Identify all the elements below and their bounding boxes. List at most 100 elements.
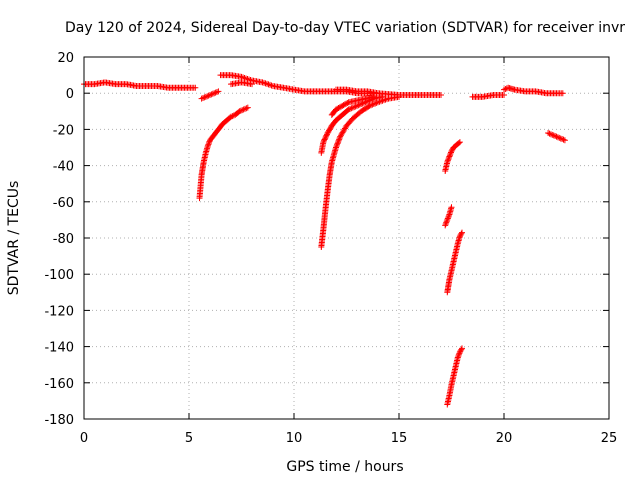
data-point bbox=[209, 90, 216, 97]
data-point bbox=[267, 81, 273, 88]
y-tick-label: -100 bbox=[44, 268, 74, 283]
data-point bbox=[348, 105, 355, 112]
data-point bbox=[242, 105, 248, 112]
data-point bbox=[204, 142, 211, 149]
data-points bbox=[81, 72, 568, 408]
data-point bbox=[501, 92, 507, 99]
data-point bbox=[368, 102, 374, 109]
data-point bbox=[228, 113, 234, 120]
data-point bbox=[447, 149, 454, 156]
data-point bbox=[444, 157, 451, 164]
axis-ticks: 0 5 10 15 20 25 20 0 -20 -40 -60 -80 -100 -120 -140 -16… bbox=[44, 51, 617, 446]
data-point bbox=[443, 218, 450, 225]
data-point bbox=[336, 104, 343, 111]
data-point bbox=[561, 137, 568, 144]
data-point bbox=[322, 133, 329, 140]
data-point bbox=[239, 107, 246, 114]
data-point bbox=[458, 346, 465, 353]
data-point bbox=[259, 79, 266, 86]
x-tick-label: 20 bbox=[496, 431, 513, 446]
data-point bbox=[369, 101, 376, 108]
data-point bbox=[240, 74, 246, 81]
data-point bbox=[445, 212, 452, 219]
data-point bbox=[323, 132, 330, 139]
data-point bbox=[204, 93, 211, 100]
data-point bbox=[459, 229, 465, 236]
data-point bbox=[333, 106, 339, 113]
y-tick-label: -120 bbox=[44, 304, 74, 319]
data-point bbox=[396, 93, 402, 100]
data-point bbox=[344, 99, 351, 106]
y-tick-label: 20 bbox=[57, 51, 74, 66]
data-point bbox=[545, 130, 552, 137]
data-point bbox=[243, 105, 250, 112]
y-tick-label: 0 bbox=[66, 87, 74, 102]
data-point bbox=[351, 104, 358, 111]
data-point bbox=[556, 134, 563, 141]
data-point bbox=[355, 102, 362, 109]
y-tick-label: -80 bbox=[53, 232, 74, 247]
data-point bbox=[214, 88, 220, 95]
data-point bbox=[459, 345, 465, 352]
data-point bbox=[321, 137, 327, 144]
data-point bbox=[550, 132, 557, 139]
data-point bbox=[207, 92, 213, 99]
data-point bbox=[456, 139, 463, 146]
data-point bbox=[321, 136, 328, 143]
data-point bbox=[262, 80, 269, 87]
data-point bbox=[336, 136, 343, 143]
data-point bbox=[261, 79, 267, 86]
data-point bbox=[560, 136, 567, 143]
y-tick-label: -140 bbox=[44, 341, 74, 356]
data-point bbox=[366, 102, 373, 109]
data-point bbox=[205, 139, 212, 146]
data-point bbox=[445, 156, 452, 163]
data-point bbox=[343, 100, 350, 107]
data-point bbox=[444, 215, 451, 222]
data-point bbox=[240, 106, 247, 113]
data-point bbox=[365, 103, 372, 110]
x-tick-label: 10 bbox=[286, 431, 303, 446]
y-tick-label: -40 bbox=[53, 160, 74, 175]
data-point bbox=[264, 80, 270, 87]
data-point bbox=[335, 139, 342, 146]
data-point bbox=[265, 81, 272, 88]
data-point bbox=[212, 89, 219, 96]
data-point bbox=[341, 101, 348, 108]
data-point bbox=[502, 85, 509, 92]
y-tick-label: -20 bbox=[53, 123, 74, 138]
data-point bbox=[345, 106, 352, 113]
data-point bbox=[208, 91, 215, 98]
data-point bbox=[553, 133, 560, 140]
data-point bbox=[379, 93, 386, 100]
data-point bbox=[201, 94, 208, 101]
data-point bbox=[501, 86, 507, 93]
data-point bbox=[455, 139, 462, 146]
data-point bbox=[333, 144, 339, 151]
y-tick-label: -60 bbox=[53, 196, 74, 211]
data-point bbox=[448, 204, 455, 211]
data-point bbox=[338, 103, 345, 110]
x-tick-label: 15 bbox=[391, 431, 408, 446]
data-point bbox=[446, 153, 453, 160]
y-axis-label: SDTVAR / TECUs bbox=[6, 181, 22, 296]
data-point bbox=[335, 105, 342, 112]
data-point bbox=[455, 351, 462, 358]
data-point bbox=[354, 102, 360, 109]
data-point bbox=[444, 216, 451, 223]
data-point bbox=[559, 90, 566, 97]
data-point bbox=[347, 105, 353, 112]
data-point bbox=[211, 90, 218, 97]
data-point bbox=[559, 136, 566, 143]
y-tick-label: -160 bbox=[44, 377, 74, 392]
data-point bbox=[445, 214, 452, 221]
data-point bbox=[456, 350, 463, 357]
data-point bbox=[202, 93, 209, 100]
data-point bbox=[458, 230, 465, 237]
data-point bbox=[547, 131, 554, 138]
data-point bbox=[238, 73, 245, 80]
data-point bbox=[333, 143, 340, 150]
data-point bbox=[552, 133, 559, 140]
data-point bbox=[375, 90, 381, 97]
